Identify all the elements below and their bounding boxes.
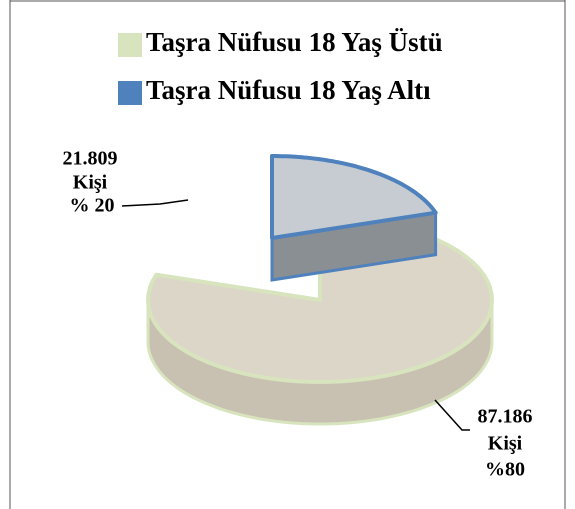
leader-line xyxy=(434,399,470,431)
legend-label: Taşra Nüfusu 18 Yaş Üstü xyxy=(146,27,443,57)
data-label-percent: %80 xyxy=(485,459,525,481)
data-label-percent: % 20 xyxy=(70,195,115,217)
leader-line xyxy=(121,199,189,207)
data-label: 87.186 xyxy=(478,406,533,428)
legend-swatch xyxy=(118,81,142,105)
data-label-unit: Kişi xyxy=(73,172,108,194)
data-label-unit: Kişi xyxy=(488,433,523,455)
slice xyxy=(270,154,438,240)
legend-label: Taşra Nüfusu 18 Yaş Altı xyxy=(146,75,431,105)
data-label: 21.809 xyxy=(63,148,118,170)
legend-swatch xyxy=(118,33,142,57)
